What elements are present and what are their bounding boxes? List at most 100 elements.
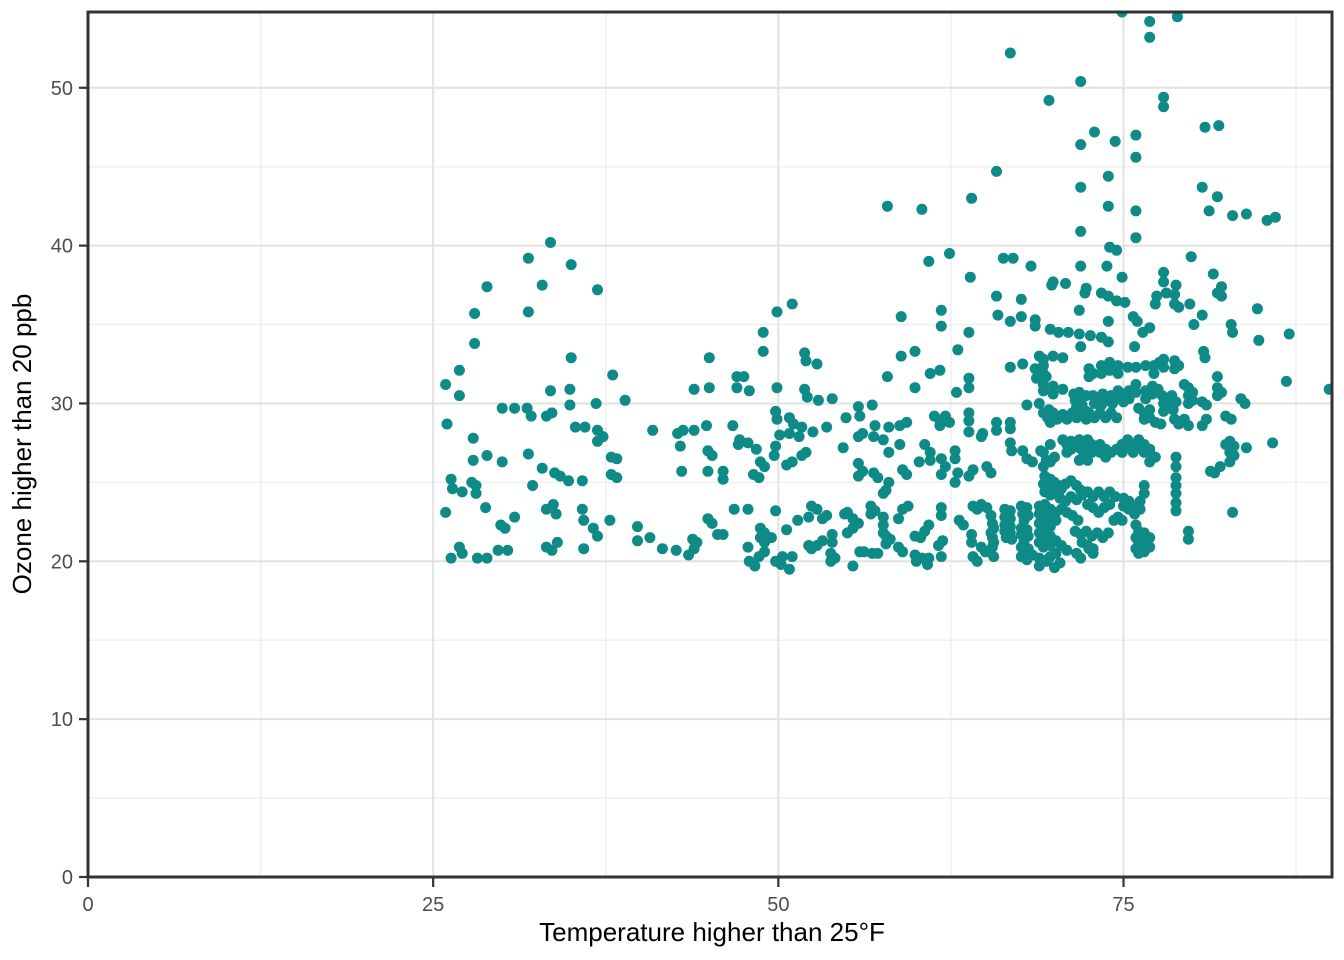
data-point — [656, 543, 668, 555]
data-point — [1037, 368, 1049, 379]
data-point — [788, 418, 799, 430]
data-point — [1017, 358, 1029, 370]
data-point — [1187, 386, 1199, 398]
data-point — [1130, 205, 1142, 217]
data-point — [901, 416, 913, 428]
data-point — [546, 544, 558, 556]
data-point — [1188, 319, 1200, 330]
data-point — [677, 424, 689, 436]
data-point — [786, 551, 798, 563]
data-point — [935, 551, 947, 563]
data-point — [1261, 214, 1273, 226]
data-point — [858, 546, 870, 558]
data-point — [1087, 547, 1099, 559]
data-point — [731, 382, 743, 394]
data-point — [1240, 442, 1252, 454]
data-point — [1227, 506, 1239, 518]
data-point — [1148, 368, 1160, 379]
data-point — [997, 252, 1009, 264]
data-point — [1199, 121, 1211, 133]
data-point — [578, 543, 590, 555]
data-point — [522, 448, 534, 460]
data-point — [770, 440, 782, 452]
data-point — [576, 475, 588, 487]
data-point — [1102, 315, 1114, 327]
data-point — [481, 281, 493, 293]
data-point — [565, 352, 577, 364]
data-point — [456, 486, 468, 498]
y-tick-label: 40 — [51, 236, 73, 258]
data-point — [1173, 301, 1185, 313]
data-point — [963, 372, 975, 384]
y-tick-label: 30 — [51, 393, 73, 415]
data-point — [1170, 505, 1182, 517]
data-point — [1144, 31, 1156, 43]
data-point — [963, 407, 975, 419]
data-point — [1267, 437, 1279, 449]
data-point — [1047, 350, 1059, 362]
data-point — [576, 503, 588, 515]
data-point — [611, 472, 623, 484]
data-point — [1323, 383, 1332, 395]
data-point — [1073, 304, 1085, 316]
data-point — [774, 429, 786, 441]
data-point — [1130, 386, 1142, 398]
data-point — [901, 469, 913, 480]
data-point — [1075, 181, 1087, 193]
data-point — [1199, 352, 1211, 364]
data-point — [877, 487, 889, 499]
data-point — [1116, 271, 1128, 283]
data-point — [934, 364, 946, 376]
data-point — [1158, 91, 1170, 103]
panel-border — [86, 10, 1334, 879]
data-point — [1130, 361, 1142, 373]
data-point — [770, 505, 782, 517]
data-point — [922, 559, 933, 570]
data-point — [441, 418, 453, 430]
data-point — [966, 536, 978, 548]
data-point — [717, 473, 729, 485]
data-point — [951, 386, 962, 398]
data-point — [840, 412, 852, 424]
data-point — [545, 237, 556, 248]
data-point — [1155, 418, 1167, 430]
data-point — [991, 416, 1002, 428]
data-point — [753, 472, 765, 484]
data-point — [913, 456, 925, 468]
data-point — [742, 503, 754, 515]
grid-minor — [88, 12, 1332, 877]
data-point — [1062, 326, 1074, 338]
data-point — [499, 522, 511, 534]
data-point — [569, 421, 581, 433]
data-point — [1170, 487, 1182, 499]
data-point — [924, 446, 936, 458]
data-point — [967, 464, 979, 476]
data-point — [1280, 375, 1292, 387]
data-point — [807, 426, 819, 438]
data-point — [545, 385, 556, 397]
data-point — [800, 446, 812, 458]
data-point — [771, 413, 783, 425]
data-point — [1072, 514, 1084, 526]
data-point — [991, 424, 1002, 436]
data-point — [883, 421, 895, 433]
data-point — [1084, 330, 1096, 342]
data-point — [1061, 544, 1073, 556]
data-point — [1151, 290, 1163, 302]
data-point — [1015, 293, 1027, 305]
data-point — [1122, 361, 1134, 373]
data-point — [949, 445, 961, 457]
data-point — [1170, 451, 1182, 463]
data-point — [883, 476, 895, 488]
data-point — [688, 424, 700, 436]
data-point — [1004, 423, 1016, 435]
data-point — [742, 437, 754, 449]
data-point — [1033, 560, 1045, 572]
data-point — [703, 352, 715, 364]
data-point — [445, 552, 457, 564]
data-point — [869, 420, 881, 432]
data-point — [964, 271, 976, 283]
data-point — [1170, 472, 1182, 484]
data-point — [496, 402, 508, 414]
data-point — [937, 535, 949, 547]
